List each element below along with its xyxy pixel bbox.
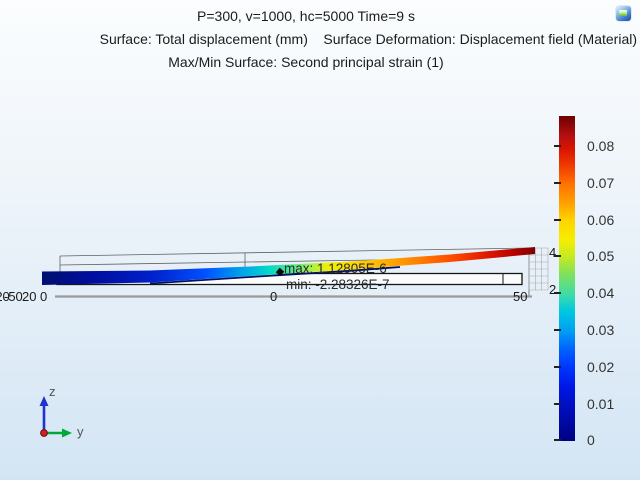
colorbar-tick (554, 439, 561, 441)
colorbar-tick (554, 219, 561, 221)
snapshot-icon[interactable] (616, 6, 631, 21)
colorbar-label-007: 0.07 (587, 175, 615, 191)
deformed-underside-edge (149, 266, 401, 285)
colorbar-label-0: 0 (587, 432, 595, 448)
axis-tick-x-zero: 0 (40, 289, 48, 304)
triad-y-label: y (77, 424, 84, 439)
colorbar-label-001: 0.01 (587, 396, 615, 412)
axis-tick-x-minus20: -20 (0, 289, 10, 304)
triad-z-label: z (49, 384, 56, 399)
colorbar-tick (554, 255, 561, 257)
axis-tick-x-plus20: 20 (22, 289, 37, 304)
min-annotation: min: -2.28326E-7 (286, 277, 390, 292)
colorbar-tick (554, 366, 561, 368)
maxmin-marker-icon (275, 267, 285, 277)
colorbar-tick (554, 292, 561, 294)
z-scale-tick-2: 2 (549, 282, 557, 297)
axis-tick-y-plus50: 50 (513, 289, 528, 304)
right-scale-grid (528, 247, 549, 291)
colorbar-label-005: 0.05 (587, 248, 615, 264)
colorbar-label-002: 0.02 (587, 359, 615, 375)
colorbar-label-008: 0.08 (587, 138, 615, 154)
plot-maxmin-title: Max/Min Surface: Second principal strain… (168, 54, 444, 70)
axis-tick-y-zero: 0 (270, 289, 278, 304)
deformed-surface (42, 247, 535, 285)
max-annotation: max: 1.12805E-6 (284, 261, 387, 276)
axis-tick-y-minus50: -50 (4, 289, 23, 304)
snapshot-icon-glyph (619, 10, 627, 16)
plot-subtitle: Surface: Total displacement (mm) Surface… (99, 31, 637, 47)
colorbar-tick (554, 145, 561, 147)
coordinate-triad-icon (39, 396, 72, 438)
colorbar-label-004: 0.04 (587, 285, 615, 301)
z-scale-tick-4: 4 (549, 245, 557, 260)
colorbar-tick (554, 182, 561, 184)
plot-subtitle-row: Surface: Total displacement (mm) Surface… (0, 31, 640, 49)
colorbar-tick (554, 403, 561, 405)
colorbar-label-006: 0.06 (587, 212, 615, 228)
colorbar-label-003: 0.03 (587, 322, 615, 338)
colorbar (559, 116, 575, 441)
colorbar-tick (554, 329, 561, 331)
plot-title: P=300, v=1000, hc=5000 Time=9 s (197, 8, 415, 24)
